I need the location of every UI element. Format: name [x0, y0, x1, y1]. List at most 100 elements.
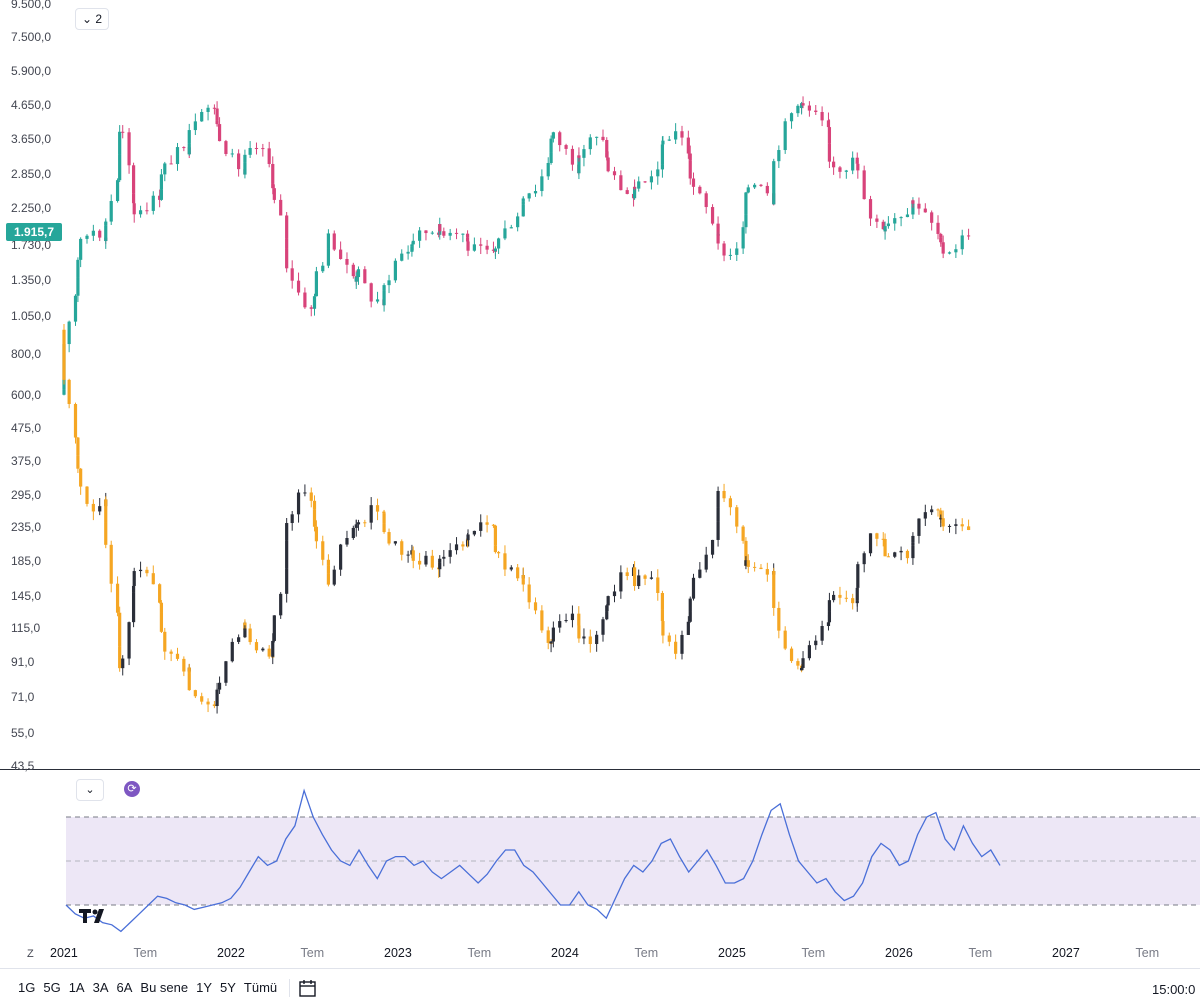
x-tick-label: Tem: [634, 946, 659, 960]
candle-body: [582, 636, 586, 639]
oscillator-chart[interactable]: [0, 771, 1200, 940]
candle-body: [753, 566, 757, 568]
range-6a[interactable]: 6A: [116, 980, 133, 995]
candle-body: [540, 610, 544, 631]
candle-body: [98, 230, 102, 238]
candle-body: [332, 233, 336, 250]
candle-body: [387, 280, 391, 286]
candle-body: [551, 627, 555, 642]
candle-body: [138, 210, 143, 215]
candle-body: [960, 524, 964, 527]
candle-body: [605, 611, 609, 620]
candle-body: [905, 214, 910, 218]
candle-body: [799, 103, 804, 109]
candle-body: [939, 237, 943, 243]
candle-body: [472, 530, 476, 535]
candle-body: [680, 634, 684, 654]
candle-body: [339, 249, 343, 259]
candle-body: [855, 587, 859, 601]
candle-body: [801, 103, 805, 106]
candle-body: [491, 249, 496, 251]
candle-body: [744, 214, 748, 228]
candles-top-series: [62, 96, 971, 396]
zoom-button[interactable]: Z: [27, 948, 34, 960]
calendar-icon[interactable]: [298, 979, 318, 997]
range-1y[interactable]: 1Y: [196, 980, 213, 995]
tradingview-logo-icon: [79, 909, 104, 923]
candle-body: [118, 612, 122, 647]
oscillator-line: [65, 788, 1001, 933]
candle-body: [637, 575, 641, 587]
range-all[interactable]: Tümü: [243, 980, 278, 995]
range-1g[interactable]: 1G: [18, 980, 36, 995]
candle-body: [799, 667, 804, 671]
candle-body: [169, 651, 173, 654]
series-toggle-button[interactable]: ⌄ 2: [75, 8, 109, 30]
candle-body: [175, 653, 180, 659]
candle-body: [62, 332, 66, 359]
candle-body: [612, 171, 617, 176]
candle-body: [875, 218, 879, 222]
price-chart[interactable]: [0, 0, 1200, 770]
x-tick-label: Tem: [801, 946, 826, 960]
candle-body: [551, 132, 555, 139]
candle-body: [237, 153, 241, 170]
candle-body: [461, 233, 465, 235]
candle-body: [649, 176, 654, 183]
range-5y[interactable]: 5Y: [220, 980, 236, 995]
candle-body: [789, 113, 794, 122]
candle-body: [619, 175, 623, 191]
range-5g[interactable]: 5G: [43, 980, 61, 995]
candle-body: [674, 641, 678, 654]
candle-body: [606, 596, 610, 606]
candle-body: [400, 253, 404, 261]
candle-body: [716, 490, 720, 508]
candle-body: [382, 290, 386, 306]
candle-body: [688, 160, 692, 179]
candle-body: [844, 170, 848, 172]
range-3a[interactable]: 3A: [92, 980, 109, 995]
candle-body: [98, 506, 102, 512]
candle-body: [131, 585, 136, 593]
series-count: 2: [95, 12, 103, 26]
candle-body: [309, 307, 313, 309]
candle-body: [661, 140, 665, 145]
candle-body: [883, 542, 887, 557]
chevron-down-icon: ⌄: [81, 12, 93, 26]
candle-body: [118, 154, 122, 181]
candle-body: [243, 628, 247, 630]
candle-body: [118, 131, 122, 155]
range-ytd[interactable]: Bu sene: [140, 980, 189, 995]
candle-body: [104, 499, 108, 523]
candle-body: [728, 498, 733, 508]
candle-body: [121, 658, 125, 669]
candle-body: [254, 147, 259, 149]
candle-body: [442, 231, 446, 236]
candle-body: [424, 230, 428, 234]
candle-body: [820, 626, 824, 641]
candle-body: [285, 540, 289, 569]
refresh-icon[interactable]: ⟳: [124, 781, 140, 797]
candle-body: [716, 521, 720, 540]
candle-body: [625, 190, 629, 194]
x-tick-label: 2026: [885, 946, 913, 960]
candle-body: [132, 203, 136, 215]
oscillator-toggle-button[interactable]: ⌄: [76, 779, 104, 801]
candle-body: [224, 661, 228, 683]
candle-body: [722, 490, 726, 499]
candle-body: [527, 584, 531, 603]
candle-body: [632, 567, 637, 575]
candle-body: [131, 193, 136, 204]
candle-body: [127, 132, 131, 166]
y-tick-label: 2.850,0: [11, 167, 52, 182]
candle-body: [296, 280, 301, 293]
y-tick-label: 185,0: [11, 554, 42, 569]
candle-body: [667, 635, 671, 642]
candle-body: [411, 550, 415, 561]
pane-divider[interactable]: [0, 769, 1200, 770]
candle-body: [466, 534, 470, 541]
y-tick-label: 600,0: [11, 387, 42, 402]
candle-body: [267, 148, 271, 164]
candle-body: [472, 244, 476, 251]
range-1a[interactable]: 1A: [68, 980, 85, 995]
